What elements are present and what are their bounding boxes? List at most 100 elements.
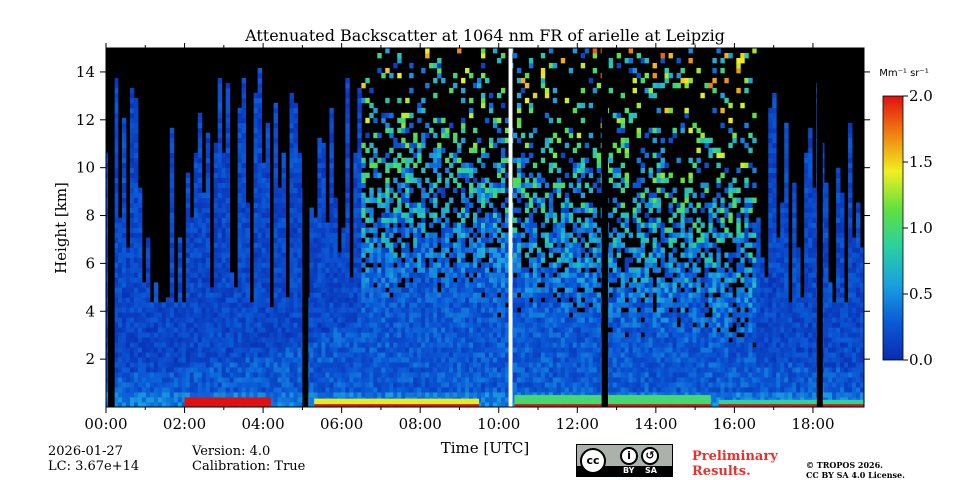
heatmap-cell — [113, 172, 119, 179]
heatmap-cell — [265, 142, 270, 149]
heatmap-cell — [129, 402, 135, 408]
heatmap-cell — [477, 252, 482, 258]
heatmap-cell — [369, 277, 374, 283]
heatmap-cell — [257, 392, 262, 398]
heatmap-cell — [129, 207, 135, 213]
heatmap-cell — [261, 212, 266, 218]
heatmap-cell — [121, 202, 127, 208]
heatmap-cell — [261, 262, 266, 268]
heatmap-cell — [492, 397, 498, 403]
heatmap-cell — [409, 357, 414, 363]
heatmap-cell — [457, 377, 462, 383]
heatmap-cell — [277, 357, 282, 363]
heatmap-cell — [389, 357, 394, 363]
heatmap-cell — [205, 342, 211, 348]
heatmap-cell — [269, 402, 274, 408]
heatmap-cell — [169, 327, 175, 333]
heatmap-cell — [193, 197, 199, 203]
heatmap-cell — [245, 382, 251, 388]
heatmap-cell — [477, 352, 482, 358]
heatmap-cell — [325, 237, 330, 243]
heatmap-cell — [113, 302, 119, 308]
heatmap-cell — [429, 337, 434, 343]
heatmap-cell — [225, 202, 231, 208]
heatmap-cell — [441, 222, 446, 228]
heatmap-cell — [488, 232, 494, 238]
heatmap-cell — [445, 287, 450, 293]
heatmap-cell — [321, 347, 326, 353]
heatmap-cell — [481, 247, 486, 253]
heatmap-cell — [385, 357, 390, 363]
heatmap-cell — [341, 292, 346, 298]
heatmap-cell — [289, 217, 294, 223]
heatmap-cell — [385, 327, 390, 333]
heatmap-cell — [273, 347, 278, 353]
heatmap-cell — [357, 332, 362, 338]
heatmap-cell — [201, 267, 207, 273]
heatmap-cell — [213, 332, 219, 338]
heatmap-cell — [488, 202, 494, 208]
heatmap-cell — [245, 317, 251, 323]
heatmap-cell — [461, 237, 466, 243]
heatmap-cell — [389, 112, 394, 119]
heatmap-cell — [185, 302, 191, 308]
heatmap-cell — [361, 327, 366, 333]
heatmap-cell — [504, 187, 510, 193]
heatmap-cell — [237, 342, 243, 348]
heatmap-cell — [393, 322, 398, 328]
heatmap-cell — [273, 302, 278, 308]
heatmap-cell — [113, 342, 119, 348]
heatmap-cell — [441, 352, 446, 358]
heatmap-cell — [357, 392, 362, 398]
heatmap-cell — [520, 367, 526, 373]
heatmap-cell — [373, 252, 378, 258]
heatmap-cell — [273, 282, 278, 288]
heatmap-cell — [241, 262, 247, 268]
heatmap-cell — [481, 297, 486, 303]
heatmap-cell — [333, 267, 338, 273]
heatmap-cell — [349, 362, 354, 368]
heatmap-cell — [341, 237, 346, 243]
heatmap-cell — [361, 337, 366, 343]
heatmap-cell — [341, 317, 346, 323]
heatmap-cell — [449, 327, 454, 333]
heatmap-cell — [309, 377, 314, 383]
heatmap-cell — [389, 307, 394, 313]
heatmap-cell — [405, 187, 410, 193]
heatmap-cell — [237, 272, 243, 278]
heatmap-cell — [209, 362, 215, 368]
heatmap-cell — [389, 232, 394, 238]
heatmap-cell — [540, 387, 546, 393]
heatmap-cell — [293, 212, 298, 218]
heatmap-cell — [512, 317, 518, 323]
heatmap-cell — [532, 342, 538, 348]
heatmap-cell — [289, 192, 294, 198]
heatmap-cell — [153, 307, 159, 313]
heatmap-cell — [516, 382, 522, 388]
heatmap-cell — [473, 147, 478, 154]
heatmap-cell — [289, 182, 294, 189]
heatmap-cell — [273, 267, 278, 273]
heatmap-cell — [461, 377, 466, 383]
heatmap-cell — [477, 187, 482, 193]
heatmap-cell — [321, 342, 326, 348]
heatmap-cell — [540, 72, 546, 79]
heatmap-cell — [269, 372, 274, 378]
heatmap-cell — [137, 392, 143, 398]
heatmap-cell — [125, 277, 131, 283]
heatmap-cell — [405, 332, 410, 338]
heatmap-cell — [221, 372, 227, 378]
heatmap-cell — [313, 292, 318, 298]
heatmap-cell — [453, 362, 458, 368]
heatmap-cell — [169, 142, 175, 149]
heatmap-cell — [449, 282, 454, 288]
heatmap-cell — [516, 347, 522, 353]
heatmap-cell — [197, 172, 203, 179]
heatmap-cell — [469, 337, 474, 343]
heatmap-cell — [417, 247, 422, 253]
heatmap-cell — [309, 327, 314, 333]
heatmap-cell — [361, 287, 366, 293]
heatmap-cell — [317, 182, 322, 189]
heatmap-cell — [217, 192, 223, 198]
heatmap-cell — [197, 387, 203, 393]
